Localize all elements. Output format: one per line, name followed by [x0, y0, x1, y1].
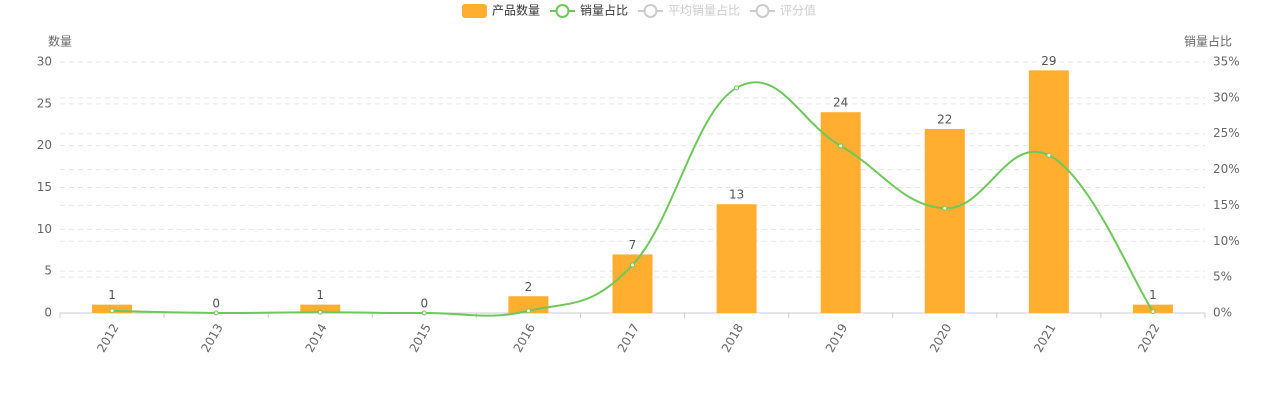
data-label: 29	[1041, 54, 1056, 68]
line-point	[213, 310, 219, 316]
bar	[716, 204, 757, 313]
bar	[300, 304, 341, 313]
line-point	[838, 143, 844, 149]
data-label: 1	[108, 288, 116, 302]
line	[112, 81, 1154, 317]
bar	[1028, 70, 1069, 313]
legend-label: 产品数量	[492, 3, 540, 18]
y-axis-title: 数量	[48, 34, 72, 49]
y2-axis-title: 销量占比	[1184, 34, 1232, 49]
legend-icon	[643, 4, 658, 18]
data-label: 2	[525, 280, 533, 294]
line-point	[734, 85, 740, 91]
legend-icon	[555, 4, 570, 18]
x-tick-label: 2012	[94, 321, 121, 354]
bar	[820, 112, 861, 313]
x-tick-label: 2021	[1031, 321, 1058, 354]
line-point	[421, 310, 427, 316]
line-point	[1046, 152, 1052, 158]
line-point	[942, 205, 948, 211]
x-tick-label: 2016	[511, 321, 538, 354]
y-tick-label: 30	[37, 55, 52, 69]
data-label: 24	[833, 96, 848, 110]
y-tick-label: 25	[37, 96, 52, 110]
data-label: 13	[729, 188, 744, 202]
legend-icon	[755, 4, 770, 18]
bar	[1132, 304, 1173, 313]
x-tick-label: 2022	[1135, 321, 1162, 354]
data-label: 7	[629, 238, 637, 252]
x-tick-label: 2018	[719, 321, 746, 354]
data-label: 0	[420, 297, 428, 311]
y2-tick-label: 5%	[1213, 270, 1232, 284]
x-tick-label: 2014	[302, 321, 329, 354]
y2-tick-label: 30%	[1213, 90, 1240, 104]
y-tick-label: 10	[37, 222, 52, 236]
legend-label: 销量占比	[580, 3, 628, 18]
y-tick-label: 5	[44, 264, 52, 278]
line-point	[630, 262, 635, 268]
y2-tick-label: 0%	[1213, 306, 1232, 320]
x-tick-label: 2017	[615, 321, 642, 354]
line-point	[109, 308, 115, 314]
x-tick-label: 2019	[823, 321, 850, 354]
legend-label: 评分值	[780, 3, 816, 18]
legend-label: 平均销量占比	[668, 3, 740, 18]
line-point	[525, 308, 531, 314]
y-tick-label: 20	[37, 138, 52, 152]
data-label: 0	[212, 297, 220, 311]
line-point	[1150, 309, 1156, 315]
y-tick-label: 0	[44, 306, 52, 320]
y2-tick-label: 15%	[1213, 198, 1240, 212]
y-tick-label: 15	[37, 180, 52, 194]
data-label: 1	[1149, 288, 1157, 302]
y2-tick-label: 35%	[1213, 55, 1240, 69]
line-point	[317, 309, 323, 315]
x-tick-label: 2020	[927, 321, 954, 354]
y2-tick-label: 25%	[1213, 126, 1240, 140]
bar	[924, 128, 965, 313]
data-label: 22	[937, 112, 952, 126]
x-tick-label: 2015	[407, 321, 434, 354]
y2-tick-label: 10%	[1213, 234, 1240, 248]
x-tick-label: 2013	[198, 321, 225, 354]
y2-tick-label: 20%	[1213, 162, 1240, 176]
legend: 产品数量 销量占比 平均销量占比 评分值	[461, 3, 816, 18]
legend-icon	[461, 4, 487, 18]
data-label: 1	[316, 288, 324, 302]
